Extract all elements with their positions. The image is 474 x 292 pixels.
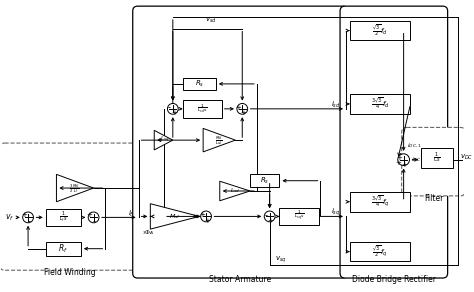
- FancyBboxPatch shape: [250, 174, 280, 187]
- Text: -: -: [264, 211, 267, 220]
- Text: +: +: [204, 218, 210, 224]
- Text: +: +: [87, 213, 92, 218]
- FancyBboxPatch shape: [0, 143, 139, 270]
- Polygon shape: [203, 128, 236, 152]
- Text: $\frac{\sqrt{3}}{2}f_q$: $\frac{\sqrt{3}}{2}f_q$: [372, 244, 388, 259]
- Text: $M_{sf}$: $M_{sf}$: [169, 212, 181, 221]
- Text: Filter: Filter: [424, 194, 443, 203]
- Text: $v_{DC}$: $v_{DC}$: [460, 153, 474, 162]
- FancyBboxPatch shape: [421, 148, 453, 168]
- Text: $_3\Phi_A$: $_3\Phi_A$: [142, 227, 155, 237]
- Text: $R_s$: $R_s$: [260, 175, 269, 186]
- FancyBboxPatch shape: [350, 242, 410, 261]
- Text: +: +: [268, 218, 273, 224]
- FancyBboxPatch shape: [350, 94, 410, 114]
- Circle shape: [23, 212, 34, 223]
- Text: $\frac{1}{L_{sq}s}$: $\frac{1}{L_{sq}s}$: [294, 209, 304, 223]
- Text: +: +: [199, 213, 205, 218]
- FancyBboxPatch shape: [401, 127, 465, 196]
- Text: +: +: [396, 155, 401, 161]
- Polygon shape: [220, 181, 250, 201]
- FancyBboxPatch shape: [182, 78, 216, 90]
- Text: $i_{sq}$: $i_{sq}$: [331, 207, 341, 218]
- Text: $\frac{\sqrt{3}}{2}f_d$: $\frac{\sqrt{3}}{2}f_d$: [372, 23, 388, 38]
- FancyBboxPatch shape: [340, 6, 447, 278]
- FancyBboxPatch shape: [350, 192, 410, 211]
- FancyBboxPatch shape: [133, 6, 348, 278]
- Text: $i_f$: $i_f$: [128, 208, 134, 219]
- Text: $v_{sd}$: $v_{sd}$: [205, 16, 217, 25]
- Circle shape: [201, 211, 211, 222]
- Text: +: +: [21, 213, 27, 218]
- Text: Stator Armature: Stator Armature: [209, 275, 272, 284]
- Text: Diode Bridge Rectifier: Diode Bridge Rectifier: [352, 275, 436, 284]
- Text: $\frac{1}{L_{sd}s}$: $\frac{1}{L_{sd}s}$: [197, 102, 207, 115]
- Text: +: +: [171, 110, 177, 116]
- Text: $\frac{3\sqrt{3}}{4}f_q$: $\frac{3\sqrt{3}}{4}f_q$: [371, 194, 390, 209]
- Text: -: -: [27, 217, 30, 226]
- Text: $i_{DC,1}$: $i_{DC,1}$: [407, 142, 421, 150]
- Circle shape: [237, 103, 247, 114]
- Text: $\frac{3\sqrt{3}}{4}f_d$: $\frac{3\sqrt{3}}{4}f_d$: [371, 97, 390, 111]
- Text: +: +: [240, 110, 246, 116]
- FancyBboxPatch shape: [350, 21, 410, 40]
- Circle shape: [167, 103, 178, 114]
- Polygon shape: [154, 130, 173, 150]
- Text: $i_{sd}$: $i_{sd}$: [331, 100, 341, 110]
- FancyBboxPatch shape: [182, 100, 222, 118]
- Text: +: +: [395, 160, 401, 166]
- Text: $_sL_{sq}$: $_sL_{sq}$: [158, 135, 169, 145]
- Polygon shape: [56, 174, 93, 202]
- Text: $\frac{1}{Cs}$: $\frac{1}{Cs}$: [433, 151, 441, 165]
- Text: $v_f$: $v_f$: [5, 212, 14, 223]
- FancyBboxPatch shape: [46, 208, 81, 226]
- Circle shape: [398, 154, 410, 166]
- Text: $R_s$: $R_s$: [194, 79, 204, 89]
- Text: -: -: [167, 103, 171, 112]
- Text: Field Winding: Field Winding: [44, 268, 95, 277]
- Text: -: -: [93, 217, 96, 226]
- FancyBboxPatch shape: [46, 242, 81, 256]
- Text: $L_{sd}$: $L_{sd}$: [230, 187, 240, 195]
- Text: $\frac{M_{sf}}{L_{sd}}$: $\frac{M_{sf}}{L_{sd}}$: [215, 134, 223, 147]
- Circle shape: [88, 212, 99, 223]
- Text: $i_{DC}$: $i_{DC}$: [411, 155, 421, 164]
- FancyBboxPatch shape: [280, 208, 319, 225]
- Text: $v_{sq}$: $v_{sq}$: [274, 254, 286, 265]
- Text: $\frac{3}{2}\frac{M_{sf}}{L_f}$: $\frac{3}{2}\frac{M_{sf}}{L_f}$: [69, 182, 81, 194]
- Polygon shape: [150, 204, 199, 229]
- Text: $R_f$: $R_f$: [58, 242, 68, 255]
- Text: +: +: [401, 161, 408, 168]
- Text: +: +: [236, 105, 241, 111]
- Circle shape: [264, 211, 275, 222]
- Text: $\frac{1}{L_f s}$: $\frac{1}{L_f s}$: [59, 210, 68, 225]
